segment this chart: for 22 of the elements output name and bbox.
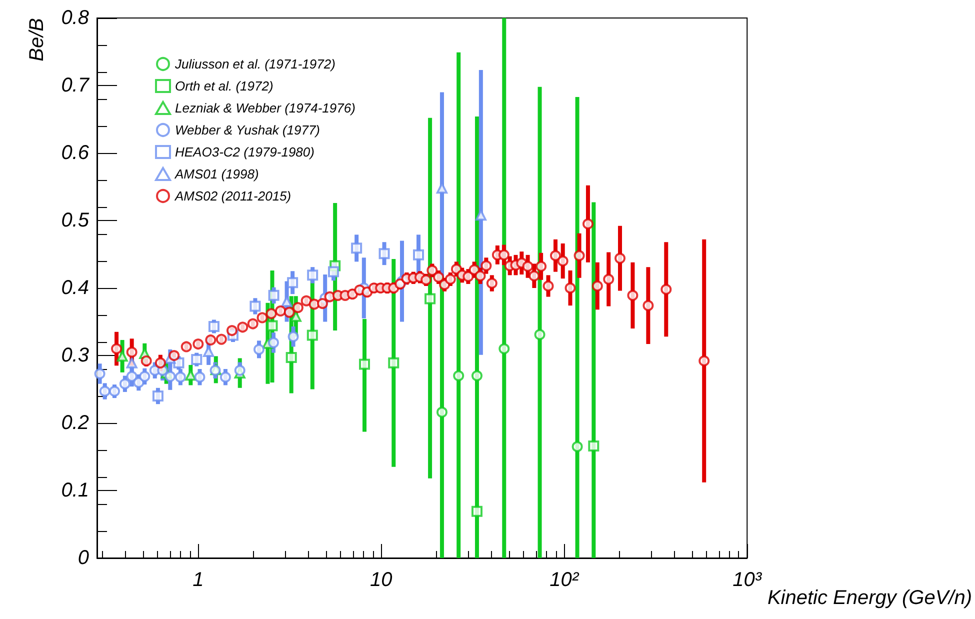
y-axis-title: Be/B xyxy=(26,18,48,62)
y-tick-label: 0 xyxy=(78,547,89,569)
x-tick-label: 10³ xyxy=(732,569,763,591)
y-tick-label: 0.7 xyxy=(61,74,90,96)
y-tick-label: 0.5 xyxy=(61,210,90,232)
y-tick-label: 0.4 xyxy=(61,277,89,299)
y-tick-label: 0.1 xyxy=(61,480,89,502)
x-tick-label: 10² xyxy=(550,569,580,591)
legend-label: AMS02 (2011-2015) xyxy=(174,188,292,204)
x-tick-label: 10 xyxy=(370,569,392,591)
legend-label: Webber & Yushak (1977) xyxy=(175,122,320,138)
y-tick-label: 0.8 xyxy=(61,7,89,29)
y-tick-label: 0.2 xyxy=(61,412,89,434)
legend-label: Orth et al. (1972) xyxy=(175,78,274,94)
legend-label: AMS01 (1998) xyxy=(174,166,259,182)
legend-label: HEAO3-C2 (1979-1980) xyxy=(175,144,314,160)
y-tick-label: 0.6 xyxy=(61,142,90,164)
legend-label: Lezniak & Webber (1974-1976) xyxy=(175,100,356,116)
legend-label: Juliusson et al. (1971-1972) xyxy=(174,56,336,72)
x-tick-label: 1 xyxy=(192,569,204,591)
y-tick-label: 0.3 xyxy=(61,344,89,366)
x-axis-title: Kinetic Energy (GeV/n) xyxy=(767,587,972,609)
